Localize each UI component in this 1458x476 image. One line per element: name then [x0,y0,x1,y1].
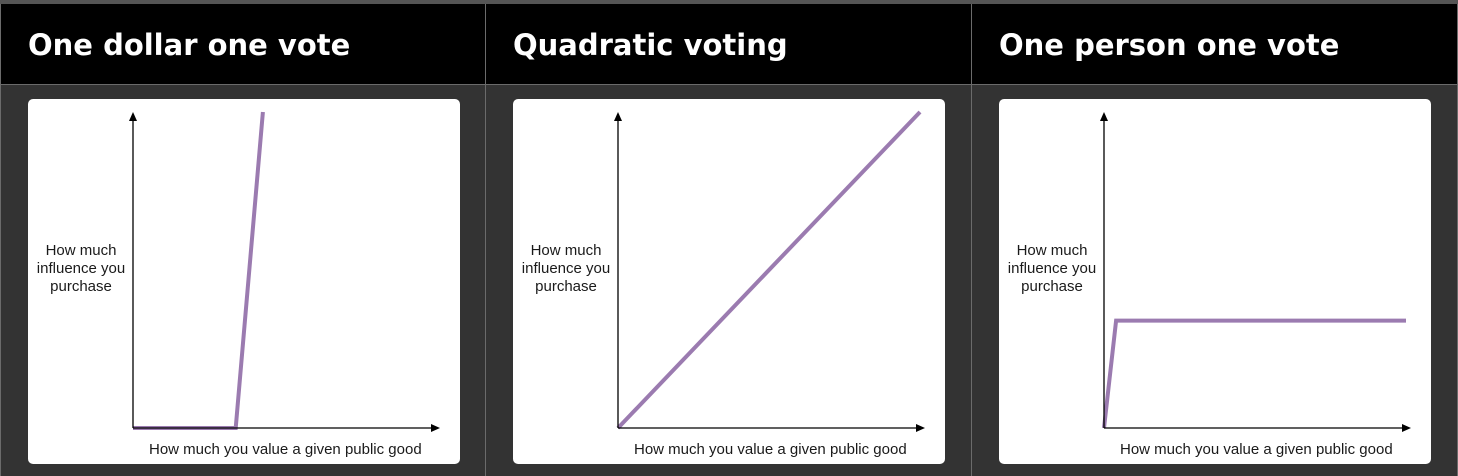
x-axis-arrowhead [1402,424,1411,432]
column-title: One dollar one vote [28,28,351,62]
column-one-dollar-one-vote: One dollar one vote How much influence y… [0,4,486,476]
column-title: One person one vote [999,28,1340,62]
x-axis-arrowhead [916,424,925,432]
y-axis-arrowhead [614,112,622,121]
chart-svg [129,111,440,432]
chart-card: How much influence you purchase How much… [28,99,460,464]
x-axis-label: How much you value a given public good [1120,441,1393,458]
y-axis-label: How much influence you purchase [1007,242,1097,296]
series-line [133,111,265,430]
x-axis-arrowhead [431,424,440,432]
y-axis-label-line: How much [530,242,602,259]
y-axis-label: How much influence you purchase [521,242,611,296]
y-axis-arrowhead [129,112,137,121]
y-axis-label-line: influence you [36,260,126,277]
y-axis-label-line: purchase [50,278,112,295]
y-axis-label-line: influence you [521,260,611,277]
column-title: Quadratic voting [513,28,788,62]
y-axis-label-line: How much [1016,242,1088,259]
y-axis-label-line: purchase [535,278,597,295]
x-axis-label: How much you value a given public good [149,441,422,458]
x-axis-label: How much you value a given public good [634,441,907,458]
chart-svg [1100,112,1411,432]
y-axis-label-line: purchase [1021,278,1083,295]
y-axis-label-line: influence you [1007,260,1097,277]
y-axis-label-line: How much [45,242,117,259]
series-line [616,110,922,430]
column-one-person-one-vote: One person one vote How much influence y… [972,4,1458,476]
column-header: One dollar one vote [1,4,485,85]
chart-svg [614,110,925,432]
column-header: Quadratic voting [486,4,971,85]
series-line [1102,318,1406,429]
chart-card: How much influence you purchase How much… [513,99,945,464]
column-header: One person one vote [972,4,1457,85]
y-axis-label: How much influence you purchase [36,242,126,296]
y-axis-arrowhead [1100,112,1108,121]
column-quadratic-voting: Quadratic voting How much influence you … [486,4,972,476]
chart-card: How much influence you purchase How much… [999,99,1431,464]
